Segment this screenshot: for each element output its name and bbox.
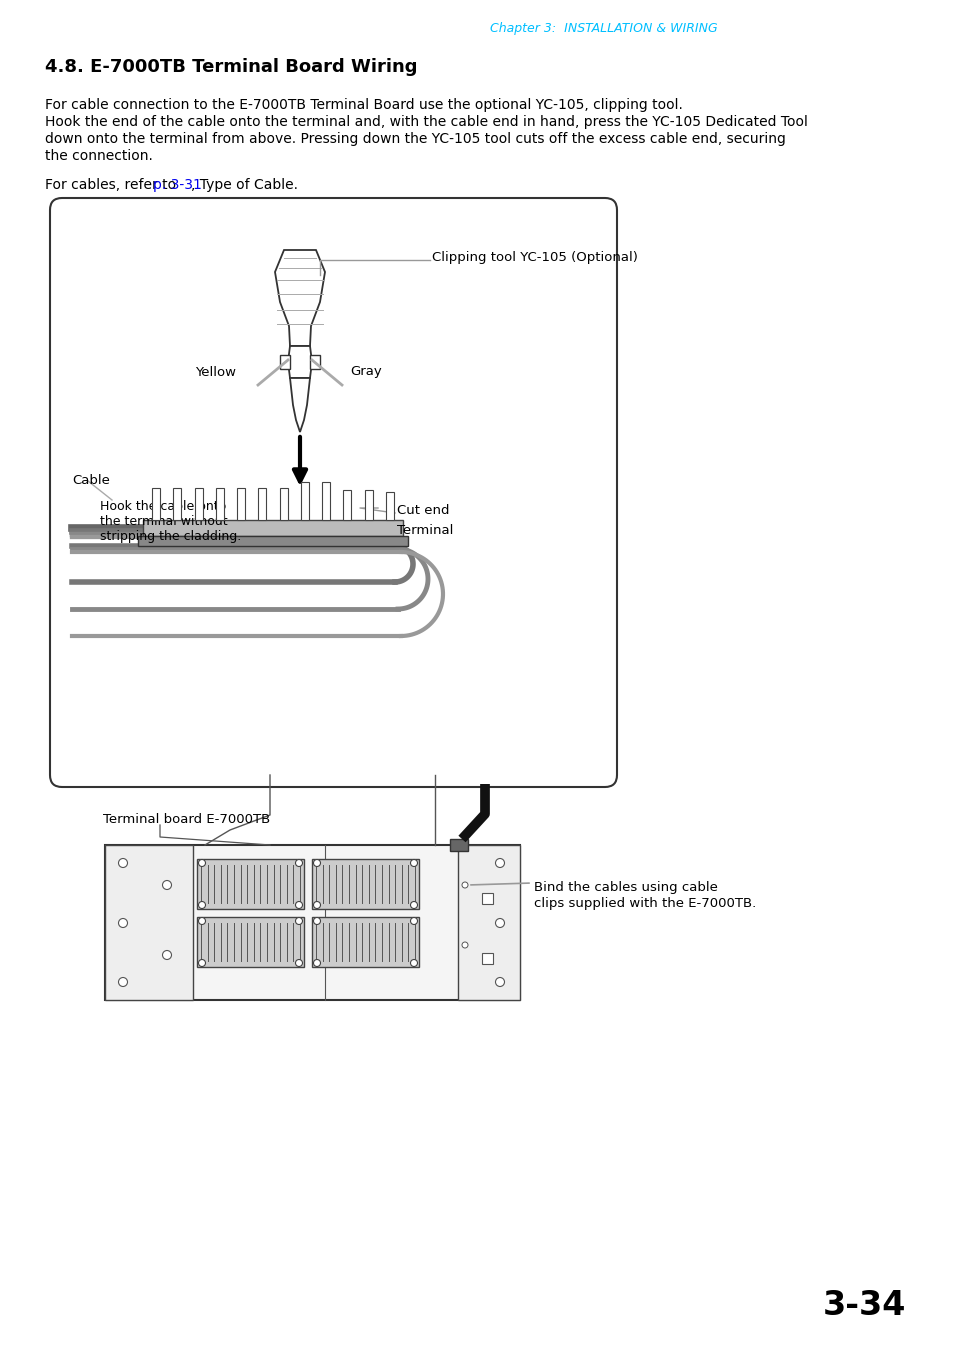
Bar [138,536,408,546]
Text: Cut end: Cut end [396,504,449,517]
Bar [105,844,519,1000]
Circle shape [198,959,205,966]
Text: , Type of Cable.: , Type of Cable. [191,178,297,192]
Bar [386,492,394,520]
Bar [481,893,493,904]
Circle shape [314,917,320,924]
Text: For cable connection to the E-7000TB Terminal Board use the optional YC-105, cli: For cable connection to the E-7000TB Ter… [45,99,682,112]
Circle shape [410,901,417,908]
Circle shape [410,917,417,924]
Bar [364,490,373,520]
Circle shape [314,901,320,908]
Bar [196,917,304,967]
FancyBboxPatch shape [50,199,617,788]
Bar [343,490,351,520]
Text: p. 3-31: p. 3-31 [152,178,202,192]
Text: Bind the cables using cable: Bind the cables using cable [534,881,717,894]
Circle shape [295,901,302,908]
Bar [300,482,309,520]
Bar [194,488,202,520]
Bar [481,952,493,965]
Text: Hook the cable onto: Hook the cable onto [100,500,226,513]
Circle shape [198,901,205,908]
Text: 3-34: 3-34 [821,1289,905,1323]
Circle shape [314,859,320,866]
Bar [310,355,319,369]
Text: 4.8. E-7000TB Terminal Board Wiring: 4.8. E-7000TB Terminal Board Wiring [45,58,417,76]
Bar [152,488,160,520]
Circle shape [295,859,302,866]
Circle shape [198,859,205,866]
Text: Terminal: Terminal [396,524,453,538]
Text: Terminal board E-7000TB: Terminal board E-7000TB [103,813,270,825]
Text: Cable: Cable [71,474,110,486]
Circle shape [410,959,417,966]
Circle shape [295,917,302,924]
Bar [450,839,468,851]
Circle shape [162,951,172,959]
Text: clips supplied with the E-7000TB.: clips supplied with the E-7000TB. [534,897,756,911]
Text: Chapter 3:  INSTALLATION & WIRING: Chapter 3: INSTALLATION & WIRING [490,22,718,35]
Bar [312,917,418,967]
Polygon shape [288,346,312,378]
Circle shape [495,858,504,867]
Bar [322,482,330,520]
Circle shape [162,881,172,889]
Text: stripping the cladding.: stripping the cladding. [100,530,241,543]
Circle shape [314,959,320,966]
Circle shape [461,882,468,888]
Bar [173,488,181,520]
Polygon shape [274,250,325,346]
Bar [143,520,402,536]
Bar [457,844,519,1000]
Bar [258,488,266,520]
Circle shape [118,858,128,867]
Text: Hook the end of the cable onto the terminal and, with the cable end in hand, pre: Hook the end of the cable onto the termi… [45,115,807,128]
Polygon shape [290,378,310,432]
Bar [237,488,245,520]
Bar [280,355,290,369]
Bar [215,488,224,520]
Text: Clipping tool YC-105 (Optional): Clipping tool YC-105 (Optional) [432,251,638,265]
Circle shape [410,859,417,866]
Circle shape [118,919,128,928]
Bar [312,859,418,909]
Circle shape [198,917,205,924]
Circle shape [461,942,468,948]
Circle shape [495,919,504,928]
Text: the connection.: the connection. [45,149,152,163]
Bar [105,844,193,1000]
Text: the terminal without: the terminal without [100,515,228,528]
Circle shape [118,978,128,986]
Bar [279,488,288,520]
Text: Yellow: Yellow [194,366,235,378]
Text: down onto the terminal from above. Pressing down the YC-105 tool cuts off the ex: down onto the terminal from above. Press… [45,132,785,146]
Text: For cables, refer to: For cables, refer to [45,178,180,192]
Circle shape [295,959,302,966]
Text: Gray: Gray [350,366,381,378]
Circle shape [495,978,504,986]
Bar [196,859,304,909]
